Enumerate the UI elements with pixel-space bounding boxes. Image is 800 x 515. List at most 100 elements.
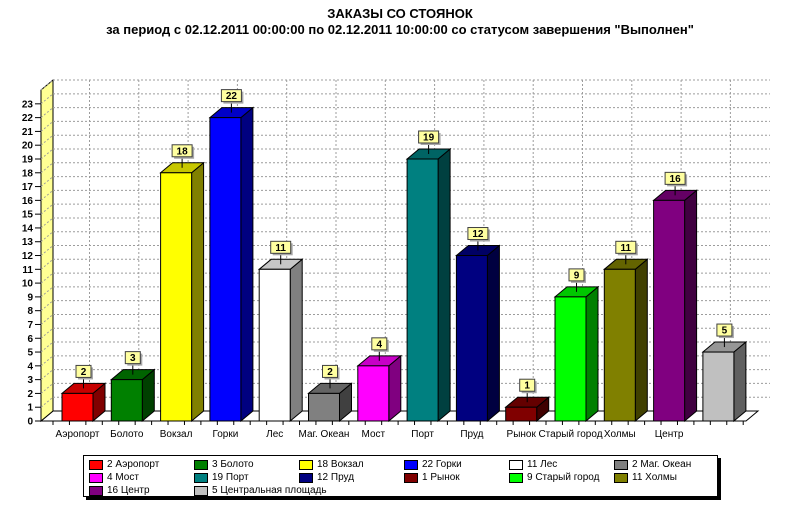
legend-item-label: 3 Болото — [212, 459, 254, 470]
legend-item-label: 9 Старый город — [527, 472, 600, 483]
legend-item-label: 5 Центральная площадь — [212, 485, 327, 496]
bar-value-box-6 — [371, 337, 388, 351]
legend-item-6: 4 Мост — [89, 471, 194, 484]
wall-gridline-17 — [40, 176, 54, 187]
chart-legend: 2 Аэропорт 3 Болото 18 Вокзал 22 Горки 11 Ле… — [83, 455, 718, 497]
legend-item-label: 19 Порт — [212, 472, 249, 483]
bar-0 — [61, 392, 94, 422]
x-axis-label-12: Центр — [655, 429, 684, 440]
wall-gridline-11 — [40, 258, 54, 270]
y-axis-label-19: 19 — [22, 154, 34, 165]
legend-swatch-icon — [89, 472, 103, 483]
legend-item-7: 19 Порт — [194, 471, 299, 484]
legend-item-3: 22 Горки — [404, 458, 509, 471]
bar-side-10 — [585, 285, 599, 423]
bar-value-box-12 — [664, 171, 686, 185]
legend-swatch-icon — [509, 472, 523, 483]
legend-item-label: 1 Рынок — [422, 472, 460, 483]
legend-item-13: 5 Центральная площадь — [194, 484, 327, 497]
y-axis-label-16: 16 — [22, 196, 34, 207]
legend-item-label: 12 Пруд — [317, 472, 355, 483]
bar-value-label-11: 11 — [621, 243, 632, 254]
bar-5 — [308, 392, 340, 422]
y-axis-label-21: 21 — [22, 127, 34, 138]
wall-gridline-2 — [40, 383, 54, 394]
wall-gridline-13 — [40, 231, 54, 243]
legend-item-8: 12 Пруд — [299, 471, 404, 484]
legend-item-5: 2 Маг. Океан — [614, 458, 719, 471]
bar-value-label-2: 18 — [177, 146, 189, 157]
legend-swatch-icon — [404, 459, 418, 470]
x-axis-label-9: Рынок — [507, 429, 537, 440]
legend-swatch-icon — [299, 459, 313, 470]
bar-10 — [554, 296, 587, 422]
bar-value-box-4 — [270, 240, 292, 254]
legend-swatch-icon — [194, 485, 208, 496]
x-axis-label-6: Мост — [362, 429, 386, 440]
wall-gridline-10 — [40, 272, 54, 284]
y-axis-label-23: 23 — [22, 99, 34, 110]
wall-gridline-19 — [40, 148, 54, 160]
y-axis-label-13: 13 — [22, 237, 34, 248]
wall-gridline-22 — [40, 107, 54, 119]
bar-side-12 — [684, 189, 698, 423]
bar-chart-canvas: 01234567891011121314151617181920212223Аэ… — [22, 78, 770, 440]
y-axis-label-9: 9 — [27, 292, 33, 303]
bar-value-box-0 — [75, 364, 92, 378]
wall-gridline-8 — [40, 300, 54, 312]
y-axis-label-0: 0 — [27, 417, 33, 428]
bar-value-label-3: 22 — [226, 91, 238, 102]
legend-swatch-icon — [89, 459, 103, 470]
legend-item-label: 2 Аэропорт — [107, 459, 160, 470]
bar-side-13 — [733, 340, 747, 423]
wall-gridline-4 — [40, 355, 54, 367]
y-axis-label-15: 15 — [22, 210, 34, 221]
wall-gridline-20 — [40, 134, 54, 146]
bar-2 — [160, 172, 193, 422]
bar-1 — [110, 379, 143, 422]
legend-item-4: 11 Лес — [509, 458, 614, 471]
bar-value-label-4: 11 — [275, 243, 286, 254]
legend-swatch-icon — [614, 472, 628, 483]
legend-item-11: 11 Холмы — [614, 471, 719, 484]
legend-item-0: 2 Аэропорт — [89, 458, 194, 471]
legend-item-label: 2 Маг. Океан — [632, 459, 692, 470]
wall-gridline-7 — [40, 314, 54, 325]
legend-item-label: 11 Холмы — [632, 472, 677, 483]
x-axis-label-5: Маг. Океан — [299, 429, 350, 440]
wall-gridline-14 — [40, 217, 54, 229]
bar-side-11 — [634, 258, 648, 423]
x-axis-label-10: Старый город — [538, 429, 602, 440]
wall-gridline-9 — [40, 286, 54, 298]
bar-value-label-1: 3 — [130, 353, 136, 364]
x-axis-label-8: Пруд — [460, 429, 483, 440]
bar-value-box-13 — [716, 323, 733, 337]
bar-side-4 — [289, 258, 303, 423]
bar-4 — [258, 268, 291, 422]
bar-value-box-10 — [568, 268, 585, 282]
y-axis-label-2: 2 — [27, 389, 33, 400]
wall-gridline-24 — [40, 79, 54, 91]
bar-9 — [505, 406, 538, 422]
y-axis-label-6: 6 — [27, 334, 33, 345]
bar-value-label-12: 16 — [670, 174, 682, 185]
legend-swatch-icon — [89, 485, 103, 496]
y-axis-label-4: 4 — [27, 361, 33, 372]
x-axis-label-7: Порт — [411, 429, 434, 440]
bar-value-box-3 — [220, 89, 242, 103]
legend-swatch-icon — [194, 459, 208, 470]
wall-gridline-21 — [40, 121, 54, 132]
bar-side-2 — [191, 161, 205, 423]
bar-6 — [357, 365, 390, 422]
y-axis-label-20: 20 — [22, 141, 34, 152]
wall-gridline-15 — [40, 203, 54, 215]
chart-left-wall — [40, 78, 54, 423]
wall-gridline-12 — [40, 245, 54, 256]
y-axis-label-7: 7 — [27, 320, 33, 331]
y-axis-label-10: 10 — [22, 279, 34, 290]
y-axis-label-5: 5 — [27, 348, 33, 359]
bar-12 — [653, 199, 686, 422]
x-axis-label-1: Болото — [110, 429, 144, 440]
bar-3 — [209, 117, 242, 422]
legend-swatch-icon — [404, 472, 418, 483]
